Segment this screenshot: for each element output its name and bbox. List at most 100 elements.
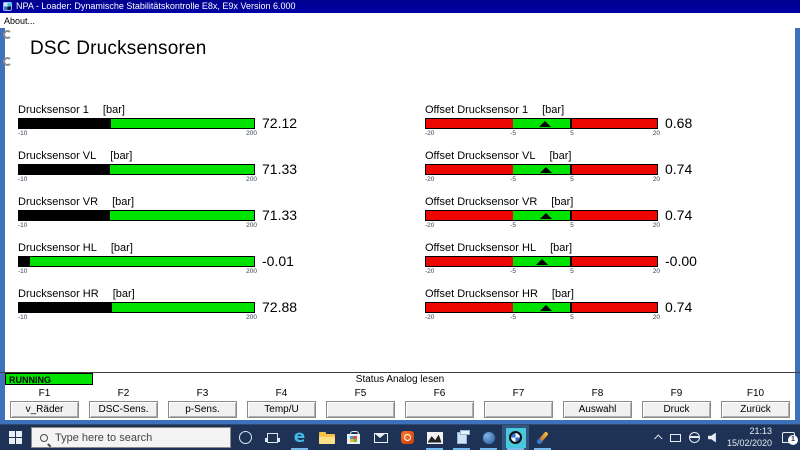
offset-marker-icon (539, 120, 552, 127)
status-divider (0, 372, 800, 373)
function-key-button[interactable]: p-Sens. (168, 401, 237, 418)
gauge-value: 0.74 (665, 161, 693, 177)
function-key-label: F10 (746, 388, 765, 399)
gauge-label: Drucksensor HL (18, 242, 97, 254)
tray-display-icon[interactable] (669, 433, 681, 442)
scale-min-label: -10 (18, 130, 28, 137)
function-key: F4 Temp/U (242, 387, 321, 418)
edge-taskbar-button[interactable] (286, 425, 313, 450)
chart-app-taskbar-button[interactable] (421, 425, 448, 450)
taskbar-search-input[interactable]: Type here to search (31, 427, 231, 448)
scale-tick-label: -5 (510, 314, 517, 321)
gauge-unit: [bar] (550, 242, 573, 254)
taskbar-clock[interactable]: 21:13 15/02/2020 (727, 426, 772, 449)
function-key: F10 Zurück (716, 387, 795, 418)
store-taskbar-button[interactable] (340, 425, 367, 450)
function-key-button[interactable] (326, 401, 395, 418)
scale-tick-label: -5 (510, 130, 517, 137)
mail-icon (373, 432, 388, 443)
gauge-unit: [bar] (112, 288, 135, 300)
clock-time: 21:13 (749, 426, 772, 437)
cortana-button[interactable] (232, 425, 259, 450)
offset-gauge: Offset Drucksensor 1 [bar] 0.68 -20 -5 5 20 (425, 104, 697, 150)
function-key-button[interactable]: DSC-Sens. (89, 401, 158, 418)
activity-spinner-icon (3, 57, 12, 66)
function-key-button[interactable]: Temp/U (247, 401, 316, 418)
bmw-inpa-taskbar-button[interactable] (502, 425, 529, 450)
running-status-badge: RUNNING (5, 373, 93, 385)
mail-taskbar-button[interactable] (367, 425, 394, 450)
office-icon (401, 431, 414, 444)
scale-min-label: -10 (18, 314, 28, 321)
gauge-label: Offset Drucksensor HR (425, 288, 538, 300)
function-key-button[interactable] (405, 401, 474, 418)
gauge-unit: [bar] (110, 242, 133, 254)
scale-tick-label: 5 (570, 268, 574, 275)
gauge-label: Offset Drucksensor 1 (425, 104, 529, 116)
gauge-unit: [bar] (551, 288, 574, 300)
offset-bar (425, 209, 658, 221)
inpa-app-icon (3, 2, 12, 11)
function-key-label: F1 (38, 388, 51, 399)
scale-tick-label: 20 (652, 268, 660, 275)
offset-zone-divider (570, 256, 573, 266)
scale-tick-label: -20 (425, 176, 435, 183)
pressure-gauge: Drucksensor VR [bar] 71.33 -10 200 (18, 196, 297, 242)
offset-zone-divider (570, 118, 573, 128)
window-title: NPA - Loader: Dynamische Stabilitätskont… (16, 1, 296, 11)
docs-app-taskbar-button[interactable] (448, 425, 475, 450)
function-key: F5 (321, 387, 400, 418)
page-title: DSC Drucksensoren (30, 38, 207, 59)
activity-spinner-icon (3, 30, 12, 39)
gauge-label: Drucksensor 1 (18, 104, 89, 116)
scale-min-label: -10 (18, 268, 28, 275)
function-key-button[interactable]: Zurück (721, 401, 790, 418)
globe-app-taskbar-button[interactable] (475, 425, 502, 450)
gauge-value: 72.12 (262, 115, 298, 131)
scale-tick-label: 5 (570, 130, 574, 137)
gauge-label: Drucksensor VL (18, 150, 97, 162)
gauge-unit: [bar] (102, 104, 125, 116)
function-key-label: F6 (433, 388, 446, 399)
notification-center-icon[interactable]: 1 (782, 432, 798, 445)
function-key-button[interactable] (484, 401, 553, 418)
offset-bar (425, 301, 658, 313)
office-taskbar-button[interactable] (394, 425, 421, 450)
function-key-button[interactable]: v_Räder (10, 401, 79, 418)
gauge-unit: [bar] (112, 196, 135, 208)
system-tray: 21:13 15/02/2020 1 (654, 425, 800, 450)
pressure-bar (18, 209, 255, 221)
paint-app-taskbar-button[interactable] (529, 425, 556, 450)
function-key-button[interactable]: Auswahl (563, 401, 632, 418)
function-key-button[interactable]: Druck (642, 401, 711, 418)
gauge-unit: [bar] (551, 196, 574, 208)
offset-zone-divider (570, 210, 573, 220)
paint-app-icon (536, 431, 550, 445)
cortana-icon (239, 431, 252, 444)
pressure-bar-fill (19, 210, 110, 220)
task-view-button[interactable] (259, 425, 286, 450)
scale-min-label: -10 (18, 176, 28, 183)
file-explorer-taskbar-button[interactable] (313, 425, 340, 450)
function-key: F3 p-Sens. (163, 387, 242, 418)
scale-max-label: 200 (246, 176, 257, 183)
scale-tick-label: -5 (510, 268, 517, 275)
pressure-bar-fill (19, 164, 110, 174)
offset-gauge: Offset Drucksensor VR [bar] 0.74 -20 -5 5 20 (425, 196, 697, 242)
window-titlebar[interactable]: NPA - Loader: Dynamische Stabilitätskont… (0, 0, 800, 13)
tray-network-icon[interactable] (688, 432, 700, 443)
gauge-value: -0.00 (665, 253, 697, 269)
tray-chevron-up-icon[interactable] (654, 433, 663, 443)
offset-gauge-column: Offset Drucksensor 1 [bar] 0.68 -20 -5 5 20 … (425, 104, 697, 334)
offset-zone-divider (570, 302, 573, 312)
start-button[interactable] (0, 425, 30, 450)
gauge-unit: [bar] (110, 150, 133, 162)
scale-tick-label: -20 (425, 268, 435, 275)
menu-about[interactable]: About... (4, 15, 36, 26)
search-icon (40, 433, 48, 442)
gauge-unit: [bar] (542, 104, 565, 116)
clock-date: 15/02/2020 (726, 437, 772, 448)
tray-volume-icon[interactable] (707, 432, 716, 443)
gauge-value: 0.74 (665, 299, 693, 315)
